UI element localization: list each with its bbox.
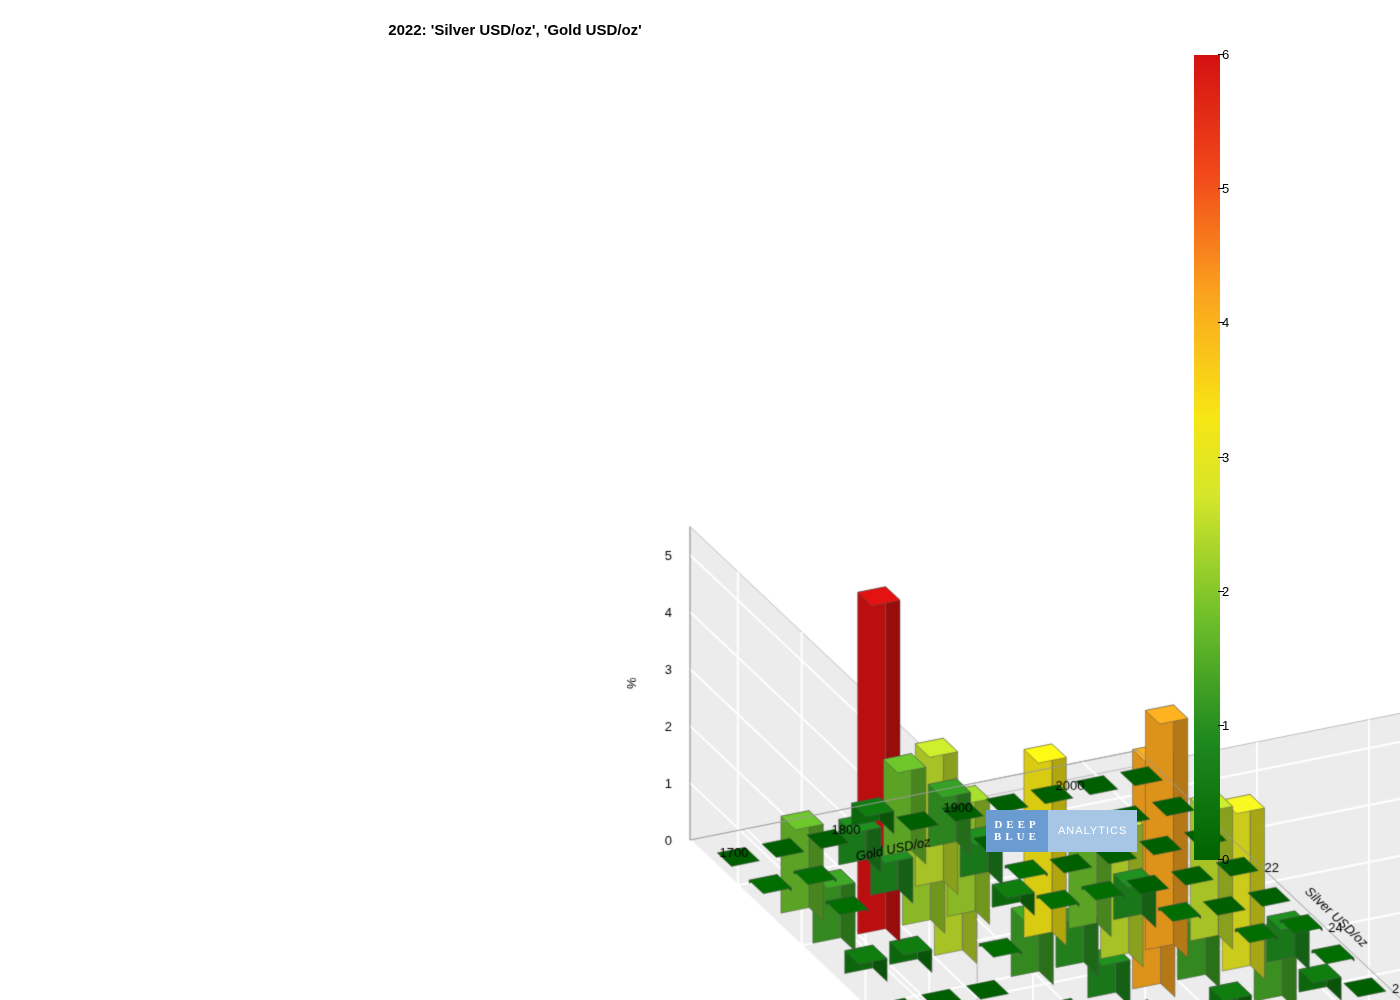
colorbar-tick: 6 bbox=[1222, 47, 1229, 62]
colorbar-tick: 0 bbox=[1222, 852, 1229, 867]
colorbar-tick: 2 bbox=[1222, 584, 1229, 599]
colorbar-tick: 1 bbox=[1222, 718, 1229, 733]
colorbar-ticks: 0123456 bbox=[1222, 55, 1254, 860]
watermark-logo: DEEP BLUE ANALYTICS bbox=[986, 810, 1151, 852]
colorbar-tick: 4 bbox=[1222, 315, 1229, 330]
logo-right: ANALYTICS bbox=[1048, 810, 1137, 852]
colorbar-tick: 3 bbox=[1222, 450, 1229, 465]
logo-text-2: BLUE bbox=[994, 831, 1040, 843]
logo-text-1: DEEP bbox=[994, 819, 1039, 831]
colorbar-gradient bbox=[1194, 55, 1220, 860]
bar3d-chart bbox=[0, 0, 1400, 1000]
logo-left: DEEP BLUE bbox=[986, 810, 1048, 852]
colorbar-tick: 5 bbox=[1222, 181, 1229, 196]
colorbar: 0123456 bbox=[1194, 55, 1254, 860]
